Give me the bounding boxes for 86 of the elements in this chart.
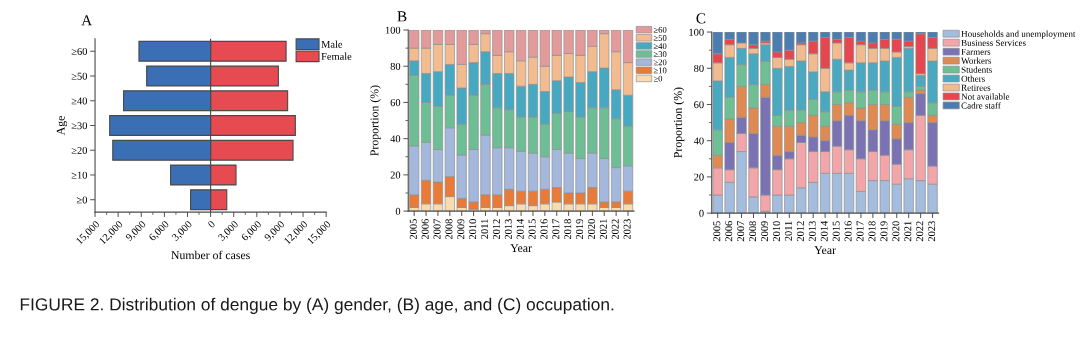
y-tick-label: 20 bbox=[694, 173, 704, 181]
legend-label: ≥0 bbox=[653, 75, 663, 82]
chart-title: C bbox=[696, 13, 706, 24]
y-tick-label: 100 bbox=[689, 28, 704, 36]
y-tick-label: ≥50 bbox=[71, 72, 87, 80]
x-tick-label: 2015 bbox=[528, 219, 536, 240]
y-tick-label: 60 bbox=[694, 101, 704, 109]
x-axis-title: Year bbox=[814, 246, 836, 255]
legend-label: Not available bbox=[961, 93, 1010, 100]
x-tick-label: 2023 bbox=[928, 221, 936, 242]
legend-label: Cadre staff bbox=[961, 102, 1001, 109]
legend-label: Male bbox=[321, 40, 343, 48]
y-tick-label: ≥60 bbox=[71, 47, 87, 55]
x-tick-label: 2022 bbox=[611, 219, 619, 240]
x-tick-label: 2018 bbox=[564, 219, 572, 240]
x-tick-label: 2021 bbox=[599, 219, 607, 240]
caption: FIGURE 2. Distribution of dengue by (A) gender, (B) age, and (C) occupation. bbox=[20, 297, 614, 314]
y-tick-label: ≥10 bbox=[71, 171, 87, 179]
legend-label: Retirees bbox=[961, 84, 991, 91]
x-tick-label: 2011 bbox=[481, 219, 489, 239]
y-tick-label: 40 bbox=[693, 137, 704, 145]
x-tick-label: 2009 bbox=[457, 219, 465, 240]
x-tick-label: 2011 bbox=[784, 221, 792, 241]
x-tick-label: 2006 bbox=[421, 219, 429, 240]
x-tick-label: 2021 bbox=[904, 221, 912, 242]
y-tick-label: 80 bbox=[694, 64, 704, 72]
legend-label: Workers bbox=[961, 57, 992, 64]
x-tick-label: 2013 bbox=[504, 219, 512, 240]
x-tick-label: 2019 bbox=[880, 221, 888, 242]
legend-label: ≥60 bbox=[653, 26, 667, 33]
x-tick-label: 2015 bbox=[832, 221, 840, 242]
x-tick-label: 2018 bbox=[868, 221, 876, 242]
x-tick-label: 2010 bbox=[469, 219, 477, 240]
chart-title: A bbox=[81, 15, 93, 26]
legend-label: Students bbox=[961, 66, 992, 73]
x-axis-title: Year bbox=[510, 244, 532, 253]
chart-title: B bbox=[397, 11, 407, 22]
legend-label: ≥10 bbox=[653, 67, 667, 74]
x-tick-label: 2006 bbox=[725, 221, 733, 242]
y-axis-title: Proportion (%) bbox=[673, 87, 685, 158]
y-tick-label: ≥40 bbox=[71, 97, 87, 105]
x-tick-label: 2010 bbox=[772, 221, 780, 242]
x-tick-label: 2012 bbox=[796, 221, 804, 242]
x-tick-label: 2014 bbox=[516, 218, 524, 240]
x-tick-label: 2009 bbox=[761, 221, 769, 242]
legend-label: ≥40 bbox=[653, 43, 667, 49]
legend-label: ≥30 bbox=[653, 51, 667, 58]
legend-label: Business Services bbox=[961, 39, 1026, 46]
y-tick-label: 80 bbox=[390, 62, 401, 70]
y-axis-title: Age bbox=[56, 116, 68, 136]
x-tick-label: 0 bbox=[207, 220, 216, 229]
x-tick-label: 2008 bbox=[445, 219, 453, 240]
x-axis-title: Number of cases bbox=[171, 250, 250, 260]
x-tick-label: 2013 bbox=[808, 221, 816, 242]
y-tick-label: 100 bbox=[385, 26, 401, 34]
x-tick-label: 2019 bbox=[576, 219, 584, 240]
x-tick-label: 2016 bbox=[540, 219, 548, 240]
x-tick-label: 2007 bbox=[737, 221, 745, 242]
legend-label: ≥20 bbox=[653, 59, 667, 66]
y-tick-label: 60 bbox=[390, 99, 401, 107]
x-tick-label: 2012 bbox=[492, 219, 500, 240]
y-tick-label: 0 bbox=[395, 207, 401, 215]
x-tick-label: 2007 bbox=[433, 219, 441, 240]
y-tick-label: ≥0 bbox=[76, 196, 87, 204]
y-tick-label: 20 bbox=[390, 171, 401, 179]
x-tick-label: 2005 bbox=[713, 221, 721, 242]
x-tick-label: 2005 bbox=[409, 219, 417, 240]
legend-label: ≥50 bbox=[653, 35, 667, 41]
legend-label: Households and unemployment bbox=[961, 30, 1076, 39]
y-tick-label: ≥20 bbox=[71, 146, 87, 154]
y-tick-label: 40 bbox=[390, 135, 401, 143]
y-tick-label: 0 bbox=[699, 209, 704, 217]
x-tick-label: 2020 bbox=[892, 221, 900, 242]
x-tick-label: 2016 bbox=[844, 221, 852, 242]
x-tick-label: 2023 bbox=[623, 219, 631, 240]
y-tick-label: ≥30 bbox=[71, 122, 87, 130]
x-tick-label: 2017 bbox=[552, 219, 560, 240]
legend-label: Female bbox=[321, 52, 352, 60]
x-tick-label: 2017 bbox=[856, 221, 864, 242]
x-tick-label: 2014 bbox=[820, 220, 828, 242]
legend-label: Farmers bbox=[961, 48, 991, 55]
x-tick-label: 2022 bbox=[916, 221, 924, 242]
x-tick-label: 2008 bbox=[749, 221, 757, 242]
x-tick-label: 2020 bbox=[587, 219, 595, 240]
y-axis-title: Proportion (%) bbox=[370, 85, 381, 156]
legend-label: Others bbox=[961, 75, 985, 82]
